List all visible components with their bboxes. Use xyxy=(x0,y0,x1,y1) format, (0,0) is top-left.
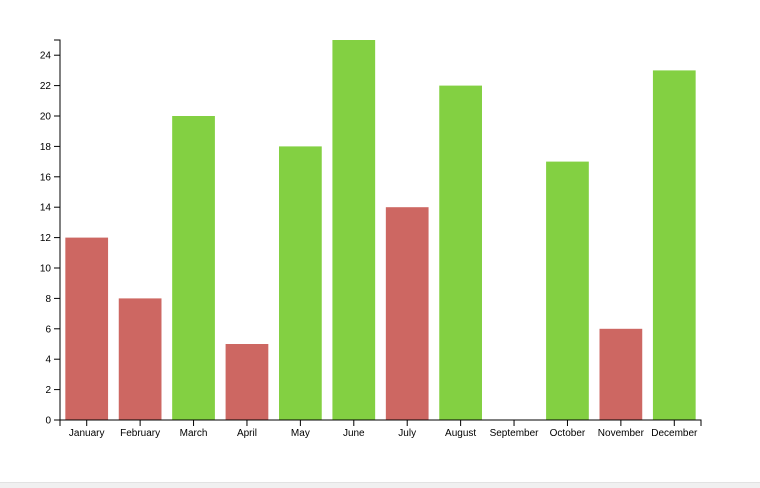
y-tick-label: 8 xyxy=(45,294,51,305)
bar-january xyxy=(65,237,109,420)
y-tick-label: 2 xyxy=(45,385,51,396)
x-axis: January February March April May June July Augu… xyxy=(59,419,702,439)
x-tick-label-october: October xyxy=(550,428,586,439)
y-tick-label: 10 xyxy=(40,264,52,275)
x-tick-label-august: August xyxy=(445,428,476,439)
y-tick-label: 18 xyxy=(40,142,52,153)
x-tick-label-january: January xyxy=(69,428,105,439)
window-footer-strip xyxy=(0,482,760,488)
bar-july xyxy=(385,207,429,420)
x-tick-label-december: December xyxy=(651,428,698,439)
bar-june xyxy=(332,40,376,420)
bar-november xyxy=(599,328,643,420)
y-tick-label: 6 xyxy=(45,324,51,335)
y-tick-label: 4 xyxy=(45,355,51,366)
y-tick-label: 24 xyxy=(40,51,52,62)
bar-december xyxy=(652,70,696,421)
x-tick-label-may: May xyxy=(291,428,310,439)
bar-may xyxy=(279,146,322,420)
y-tick-label: 22 xyxy=(40,81,52,92)
bars-layer xyxy=(65,40,696,421)
bar-february xyxy=(118,298,162,420)
x-tick-label-march: March xyxy=(180,428,208,439)
x-tick-label-september: September xyxy=(490,428,540,439)
y-tick-label: 0 xyxy=(45,416,51,427)
bar-march xyxy=(172,116,215,420)
x-tick-label-november: November xyxy=(598,428,645,439)
y-tick-label: 12 xyxy=(40,233,52,244)
y-tick-label: 20 xyxy=(40,112,52,123)
x-tick-label-june: June xyxy=(343,428,365,439)
x-tick-label-july: July xyxy=(398,428,416,439)
bar-august xyxy=(439,85,482,420)
y-axis-line xyxy=(54,39,61,421)
x-tick-label-february: February xyxy=(120,428,160,439)
bar-april xyxy=(225,344,269,420)
y-tick-label: 16 xyxy=(40,172,52,183)
y-tick-label: 14 xyxy=(40,203,52,214)
x-axis-line xyxy=(59,419,702,426)
x-tick-label-april: April xyxy=(237,428,257,439)
bar-october xyxy=(546,161,589,420)
